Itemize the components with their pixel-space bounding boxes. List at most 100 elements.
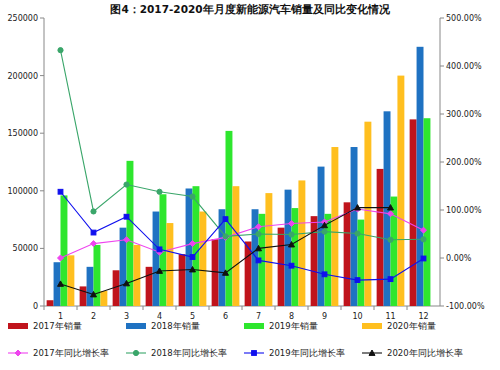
line: [61, 192, 424, 280]
y-axis: [44, 18, 45, 306]
y2-tick-label: 100.00%: [446, 206, 482, 215]
legend-swatch: [362, 323, 382, 329]
legend-marker: [252, 351, 257, 356]
x-tick-label: 12: [418, 312, 428, 321]
marker: [388, 237, 393, 242]
marker: [322, 222, 328, 227]
y-tick: [40, 306, 44, 307]
x-tick: [209, 306, 210, 310]
marker: [421, 227, 427, 233]
line-series: [58, 189, 426, 282]
y2-tick-label: 400.00%: [446, 62, 482, 71]
marker: [388, 205, 394, 210]
bar: [133, 245, 140, 306]
bar: [47, 300, 54, 306]
marker: [223, 217, 228, 222]
marker: [223, 234, 229, 240]
x-tick-label: 3: [124, 312, 129, 321]
legend-label: 2018年同比增长率: [151, 348, 227, 358]
bar: [344, 202, 351, 306]
marker: [157, 189, 162, 194]
legend-label: 2017年销量: [33, 321, 82, 331]
x-tick: [44, 306, 45, 310]
marker: [421, 237, 426, 242]
x-tick: [275, 306, 276, 310]
marker: [256, 224, 262, 230]
y2-tick-label: 500.00%: [446, 14, 482, 23]
y-tick-label: 50000: [13, 244, 38, 253]
marker: [91, 291, 97, 296]
x-tick-label: 1: [58, 312, 63, 321]
marker: [355, 205, 361, 210]
line-series: [58, 205, 394, 297]
bar: [232, 186, 239, 306]
x-tick-label: 7: [256, 312, 261, 321]
marker: [190, 194, 195, 199]
bar: [285, 190, 292, 306]
legend-swatch: [244, 323, 264, 329]
x-tick: [143, 306, 144, 310]
y-tick: [40, 248, 44, 249]
background: [0, 0, 500, 370]
bar: [298, 180, 305, 306]
x-tick: [341, 306, 342, 310]
bar: [146, 267, 153, 306]
marker: [124, 214, 129, 219]
marker: [322, 229, 327, 234]
marker: [256, 245, 262, 250]
marker: [157, 268, 163, 273]
x-tick-label: 11: [385, 312, 395, 321]
marker: [58, 281, 64, 286]
marker: [355, 231, 360, 236]
bar: [166, 223, 173, 306]
bar: [67, 255, 74, 306]
title: 图4：2017-2020年月度新能源汽车销量及同比变化情况: [110, 3, 390, 15]
marker: [421, 256, 426, 261]
marker: [223, 234, 228, 239]
y2-tick: [440, 162, 444, 163]
x-tick-label: 2: [91, 312, 96, 321]
marker: [58, 189, 63, 194]
bar: [100, 291, 107, 306]
line: [61, 50, 424, 240]
legend-label: 2018年销量: [151, 321, 200, 331]
bar-series: [47, 119, 417, 306]
line-series: [58, 48, 426, 243]
bar: [179, 254, 186, 306]
marker: [91, 230, 96, 235]
bar: [80, 286, 87, 306]
x-tick-label: 8: [289, 312, 294, 321]
marker: [58, 255, 64, 261]
x-tick-label: 6: [223, 312, 228, 321]
x-tick: [176, 306, 177, 310]
marker: [223, 270, 229, 275]
bar-series: [54, 47, 424, 306]
y-tick-label: 250000: [7, 14, 38, 23]
legend-label: 2019年销量: [269, 321, 318, 331]
y2-tick: [440, 258, 444, 259]
legend-label: 2020年销量: [387, 321, 436, 331]
bar: [87, 267, 94, 306]
y-tick: [40, 75, 44, 76]
chart: 图4：2017-2020年月度新能源汽车销量及同比变化情况05000010000…: [0, 0, 500, 370]
marker: [322, 272, 327, 277]
marker: [190, 241, 196, 247]
marker: [289, 263, 294, 268]
bar: [265, 193, 272, 306]
legend-swatch: [8, 323, 28, 329]
marker: [256, 258, 261, 263]
y2-tick-label: 0.00%: [446, 254, 472, 263]
legend-label: 2017年同比增长率: [33, 348, 109, 358]
y2-tick: [440, 114, 444, 115]
bar: [331, 147, 338, 306]
y-tick-label: 150000: [7, 129, 38, 138]
y-tick: [40, 190, 44, 191]
plot-area: [47, 47, 431, 306]
legend-swatch: [126, 323, 146, 329]
legend-label: 2019年同比增长率: [269, 348, 345, 358]
bar: [364, 122, 371, 306]
y2-tick: [440, 306, 444, 307]
x-tick-label: 10: [352, 312, 362, 321]
x-tick-label: 4: [157, 312, 162, 321]
marker: [58, 48, 63, 53]
